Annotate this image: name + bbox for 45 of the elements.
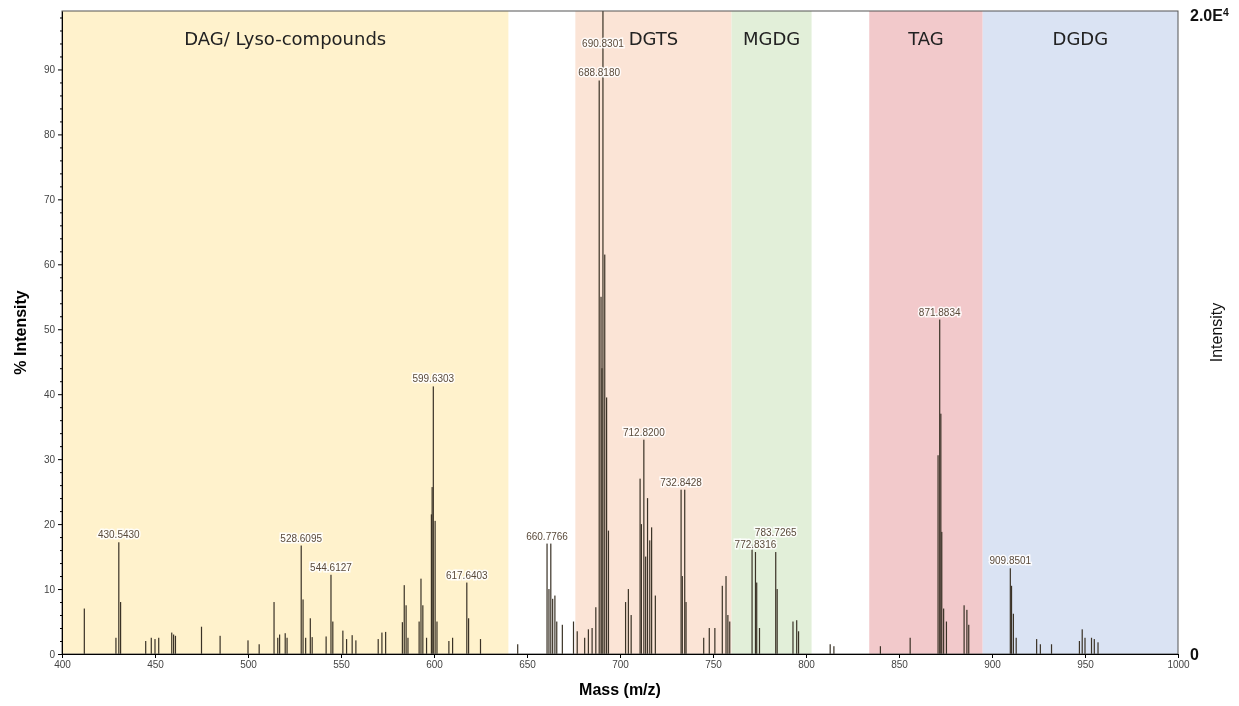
x-tick-label: 950 [1077, 659, 1095, 671]
x-tick-label: 1000 [1167, 659, 1191, 671]
y-tick-label: 0 [49, 648, 56, 660]
y-tick-label: 10 [43, 583, 56, 595]
x-tick-label: 600 [426, 659, 444, 671]
y-tick-label: 30 [43, 453, 56, 465]
x-axis-title: Mass (m/z) [579, 681, 661, 698]
annotation: 772.8316 [734, 539, 777, 551]
x-tick-label: 700 [612, 659, 630, 671]
annotation: 617.6403 [445, 569, 489, 581]
band-label: MGDG [742, 28, 801, 49]
annotation: 430.5430 [97, 529, 141, 541]
annotation: 599.6303 [412, 373, 455, 385]
x-tick-label: 450 [147, 659, 165, 671]
annotation: 732.8428 [660, 476, 703, 488]
y-axis-title: % Intensity [12, 290, 29, 375]
x-tick-label: 650 [519, 659, 537, 671]
x-tick-label: 550 [333, 659, 351, 671]
annotation: 528.6095 [280, 532, 323, 544]
x-tick-label: 500 [240, 659, 258, 671]
y-tick-label: 80 [43, 129, 56, 141]
annotation: 544.6127 [310, 561, 353, 573]
band-label: DAG/ Lyso-compounds [184, 28, 387, 49]
y-tick-label: 60 [43, 259, 56, 270]
annotation: 712.8200 [622, 426, 666, 438]
y-tick-label: 70 [43, 194, 56, 206]
y-tick-label: 90 [43, 64, 56, 76]
x-tick-label: 750 [705, 659, 723, 671]
band-label: TAG [907, 28, 944, 49]
x-tick-label: 900 [984, 659, 1002, 671]
band-label: DGTS [628, 28, 679, 49]
y2-axis-title: Intensity [1208, 302, 1225, 363]
text: 2.0E$^{4}$ [1190, 6, 1229, 24]
y-tick-label: 40 [43, 388, 56, 400]
text: 0 [1190, 645, 1199, 663]
x-tick-label: 800 [798, 659, 816, 671]
annotation: 909.8501 [989, 555, 1032, 567]
annotation: 871.8834 [918, 306, 961, 318]
x-tick-label: 400 [54, 659, 72, 671]
annotation: 783.7265 [754, 527, 798, 539]
y-tick-label: 20 [43, 518, 56, 530]
annotation: 660.7766 [526, 530, 569, 542]
x-tick-label: 850 [891, 659, 909, 671]
band-label: DGDG [1052, 28, 1109, 49]
y-tick-label: 50 [43, 323, 56, 335]
